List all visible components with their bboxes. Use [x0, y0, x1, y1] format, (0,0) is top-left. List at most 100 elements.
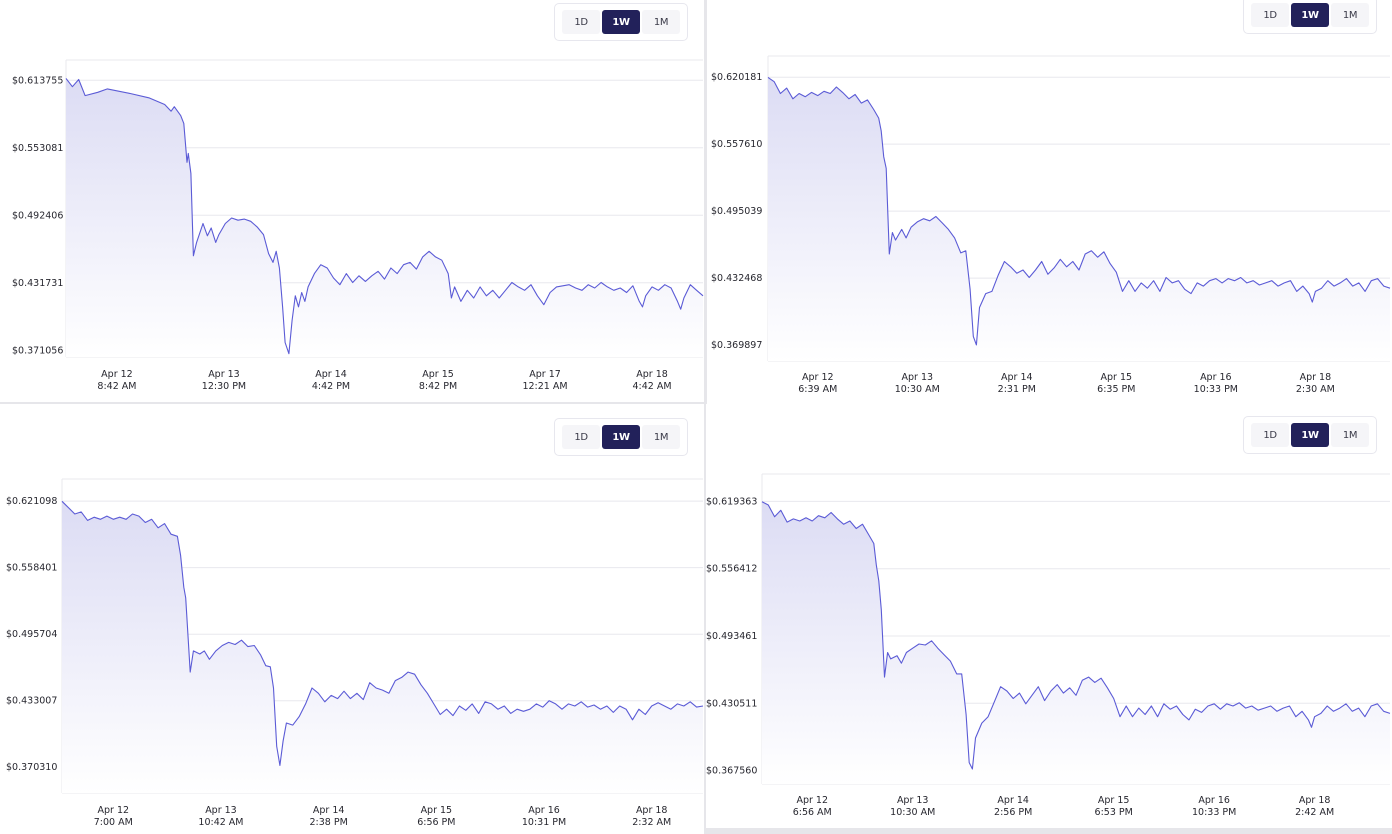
range-1d-button[interactable]: 1D	[1251, 3, 1289, 27]
x-tick-date: Apr 14	[315, 369, 347, 380]
x-tick-time: 2:42 AM	[1295, 807, 1334, 818]
x-tick-time: 7:00 AM	[94, 817, 133, 828]
range-1m-button[interactable]: 1M	[1331, 423, 1369, 447]
chart-panel: 1D 1W 1M $0.621098 $0.558401 $0.495704 $0.4…	[0, 404, 704, 834]
x-tick-time: 8:42 AM	[97, 381, 136, 392]
range-1w-button[interactable]: 1W	[1291, 3, 1329, 27]
x-tick-date: Apr 15	[422, 369, 454, 380]
x-tick-date: Apr 14	[1001, 372, 1033, 383]
y-tick-label: $0.495039	[711, 206, 762, 217]
x-tick-date: Apr 17	[529, 369, 561, 380]
x-tick-time: 4:42 PM	[312, 381, 350, 392]
range-1m-button[interactable]: 1M	[642, 10, 680, 34]
price-area	[762, 501, 1390, 784]
y-tick-label: $0.620181	[711, 72, 762, 83]
y-tick-label: $0.369897	[711, 340, 762, 351]
y-tick-label: $0.492406	[12, 210, 63, 221]
y-tick-label: $0.556412	[706, 564, 757, 575]
range-toggle: 1D 1W 1M	[554, 418, 688, 456]
x-tick-date: Apr 14	[313, 805, 345, 816]
x-tick-date: Apr 16	[528, 805, 560, 816]
x-tick-time: 12:30 PM	[202, 381, 246, 392]
range-1w-button[interactable]: 1W	[1291, 423, 1329, 447]
price-area	[62, 501, 703, 793]
y-tick-label: $0.430511	[706, 698, 757, 709]
y-tick-label: $0.433007	[6, 696, 57, 707]
price-line	[767, 76, 1391, 346]
x-tick-date: Apr 12	[796, 795, 828, 806]
range-toggle: 1D 1W 1M	[1243, 0, 1377, 34]
y-tick-label: $0.553081	[12, 143, 63, 154]
price-line	[61, 500, 704, 766]
range-toggle: 1D 1W 1M	[1243, 416, 1377, 454]
price-area	[66, 78, 703, 358]
range-1w-button[interactable]: 1W	[602, 425, 640, 449]
x-tick-time: 2:31 PM	[998, 384, 1036, 395]
range-1d-button[interactable]: 1D	[562, 10, 600, 34]
x-tick-date: Apr 12	[101, 369, 133, 380]
range-1m-button[interactable]: 1M	[1331, 3, 1369, 27]
x-tick-date: Apr 18	[1299, 795, 1331, 806]
x-tick-date: Apr 18	[1300, 372, 1332, 383]
x-tick-date: Apr 16	[1198, 795, 1230, 806]
y-tick-label: $0.619363	[706, 496, 757, 507]
x-tick-date: Apr 12	[802, 372, 834, 383]
range-1m-button[interactable]: 1M	[642, 425, 680, 449]
x-tick-time: 2:38 PM	[310, 817, 348, 828]
range-1d-button[interactable]: 1D	[562, 425, 600, 449]
x-tick-time: 10:31 PM	[522, 817, 566, 828]
x-tick-time: 10:30 AM	[895, 384, 940, 395]
y-tick-label: $0.493461	[706, 631, 757, 642]
y-tick-label: $0.371056	[12, 345, 63, 356]
price-chart: $0.613755 $0.553081 $0.492406 $0.431731 $0.3…	[12, 59, 704, 392]
price-line	[761, 501, 1391, 770]
price-line	[65, 78, 704, 355]
price-chart: $0.619363 $0.556412 $0.493461 $0.430511 $0.3…	[706, 473, 1391, 818]
x-tick-time: 2:30 AM	[1296, 384, 1335, 395]
x-tick-time: 4:42 AM	[633, 381, 672, 392]
x-tick-date: Apr 16	[1200, 372, 1232, 383]
x-tick-date: Apr 12	[98, 805, 130, 816]
y-tick-label: $0.558401	[6, 563, 57, 574]
x-tick-time: 8:42 PM	[419, 381, 457, 392]
x-tick-time: 10:42 AM	[198, 817, 243, 828]
y-tick-label: $0.613755	[12, 75, 63, 86]
x-tick-time: 12:21 AM	[522, 381, 567, 392]
x-tick-date: Apr 13	[897, 795, 929, 806]
x-tick-date: Apr 14	[997, 795, 1029, 806]
price-chart: $0.621098 $0.558401 $0.495704 $0.433007 $0.3…	[6, 478, 704, 828]
x-tick-date: Apr 13	[205, 805, 237, 816]
x-tick-time: 6:53 PM	[1095, 807, 1133, 818]
price-area	[768, 77, 1390, 362]
y-tick-label: $0.621098	[6, 496, 57, 507]
x-tick-date: Apr 13	[208, 369, 240, 380]
chart-panel: 1D 1W 1M $0.613755 $0.553081 $0.492406 $0.4…	[0, 0, 704, 402]
x-tick-date: Apr 15	[1101, 372, 1133, 383]
x-tick-time: 10:30 AM	[890, 807, 935, 818]
range-1d-button[interactable]: 1D	[1251, 423, 1289, 447]
range-toggle: 1D 1W 1M	[554, 3, 688, 41]
x-tick-time: 6:39 AM	[798, 384, 837, 395]
y-tick-label: $0.557610	[711, 139, 762, 150]
range-1w-button[interactable]: 1W	[602, 10, 640, 34]
x-tick-time: 10:33 PM	[1192, 807, 1236, 818]
y-tick-label: $0.367560	[706, 766, 757, 777]
x-tick-time: 6:35 PM	[1097, 384, 1135, 395]
x-tick-time: 2:32 AM	[632, 817, 671, 828]
chart-panel: 1D 1W 1M $0.619363 $0.556412 $0.493461 $0.4…	[706, 404, 1392, 828]
y-tick-label: $0.370310	[6, 762, 57, 773]
x-tick-date: Apr 15	[1098, 795, 1130, 806]
x-tick-time: 10:33 PM	[1194, 384, 1238, 395]
x-tick-date: Apr 18	[636, 369, 668, 380]
x-tick-time: 6:56 AM	[793, 807, 832, 818]
x-tick-date: Apr 15	[421, 805, 453, 816]
x-tick-time: 2:56 PM	[994, 807, 1032, 818]
price-chart: $0.620181 $0.557610 $0.495039 $0.432468 $0.3…	[711, 55, 1391, 395]
x-tick-date: Apr 13	[902, 372, 934, 383]
y-tick-label: $0.495704	[6, 629, 57, 640]
x-tick-time: 6:56 PM	[417, 817, 455, 828]
chart-panel: 1D 1W 1M $0.620181 $0.557610 $0.495039 $0.4…	[707, 0, 1392, 404]
y-tick-label: $0.431731	[12, 278, 63, 289]
y-tick-label: $0.432468	[711, 273, 762, 284]
x-tick-date: Apr 18	[636, 805, 668, 816]
